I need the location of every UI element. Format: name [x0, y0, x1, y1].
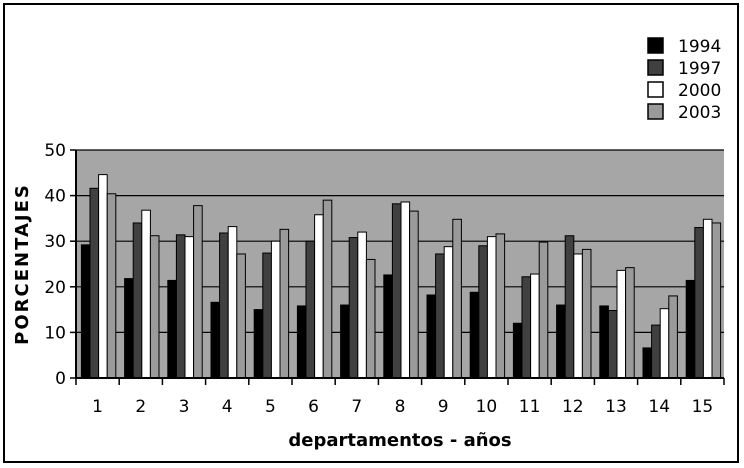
bar-1994-12: [556, 304, 566, 379]
x-tick-label: 8: [395, 397, 406, 417]
bar-2000-2: [141, 209, 151, 379]
x-tick-label: 1: [92, 397, 103, 417]
bar-1997-3: [175, 234, 186, 379]
x-axis-title: departamentos - años: [288, 430, 511, 451]
x-tick-label: 15: [692, 397, 714, 417]
bar-2003-14: [668, 295, 678, 379]
bar-1994-8: [383, 274, 393, 379]
bar-1997-14: [651, 324, 661, 379]
bar-2000-11: [530, 273, 540, 379]
bar-1997-13: [607, 310, 618, 379]
bar-1994-7: [340, 304, 350, 379]
bar-2003-9: [452, 218, 462, 379]
legend-swatch-1997: [647, 59, 664, 76]
x-tick-label: 13: [605, 397, 627, 417]
bar-2003-10: [495, 233, 506, 379]
bar-1994-4: [210, 301, 221, 379]
y-axis-title: PORCENTAJES: [12, 183, 33, 345]
bar-1997-8: [391, 203, 402, 379]
bar-2003-11: [538, 241, 549, 379]
bar-1997-4: [219, 232, 229, 379]
legend-swatch-2000: [647, 81, 664, 98]
bar-2000-14: [659, 308, 670, 379]
bar-1997-12: [564, 235, 575, 379]
bar-1994-3: [167, 279, 177, 379]
legend-label-2000: 2000: [678, 81, 721, 101]
x-tick-label: 11: [519, 397, 541, 417]
legend-swatch-2003: [647, 103, 664, 120]
bar-2003-15: [711, 222, 722, 379]
legend-label-1994: 1994: [678, 37, 721, 57]
x-tick-label: 4: [222, 397, 233, 417]
legend-label-1997: 1997: [678, 59, 721, 79]
bar-2000-6: [314, 214, 324, 379]
bar-2000-1: [98, 174, 108, 379]
y-tick-label: 20: [44, 278, 66, 298]
bar-2003-1: [106, 193, 117, 379]
bar-2000-13: [616, 269, 627, 379]
legend-label-2003: 2003: [678, 103, 721, 123]
bar-1994-2: [124, 278, 134, 379]
x-tick-label: 2: [135, 397, 146, 417]
y-tick-label: 30: [44, 232, 66, 252]
bar-2003-3: [193, 205, 203, 379]
bar-1997-1: [89, 187, 100, 379]
bar-1997-9: [435, 253, 445, 379]
x-tick-label: 9: [438, 397, 449, 417]
bar-1994-15: [685, 279, 696, 379]
bar-1997-11: [521, 276, 532, 379]
legend-swatch-1994: [647, 37, 664, 54]
bar-1994-14: [642, 347, 653, 379]
x-tick-label: 10: [476, 397, 498, 417]
bar-1997-7: [348, 237, 359, 379]
bar-2000-4: [227, 226, 238, 379]
bar-1994-11: [512, 322, 523, 379]
bar-1994-13: [599, 305, 609, 379]
bar-2000-7: [357, 231, 367, 379]
x-tick-label: 12: [562, 397, 584, 417]
bar-2003-13: [625, 267, 635, 379]
bar-1994-6: [296, 305, 307, 379]
y-tick-label: 40: [44, 187, 66, 207]
bar-1997-6: [305, 240, 316, 379]
bar-1994-5: [253, 309, 264, 379]
bar-2003-2: [149, 235, 160, 379]
bar-2003-7: [365, 258, 376, 379]
bar-1997-5: [262, 252, 272, 379]
bar-2003-12: [581, 248, 592, 379]
x-tick-label: 5: [265, 397, 276, 417]
bar-1994-10: [469, 291, 480, 379]
bar-2000-3: [184, 236, 195, 379]
bar-2003-4: [236, 253, 246, 379]
bar-2000-5: [270, 240, 281, 379]
x-tick-label: 14: [648, 397, 670, 417]
x-tick-label: 6: [308, 397, 319, 417]
x-tick-label: 3: [179, 397, 190, 417]
bar-2003-8: [409, 210, 419, 379]
bar-2000-12: [573, 253, 583, 379]
bar-1994-9: [426, 294, 437, 379]
bar-2000-15: [702, 218, 713, 379]
bar-2003-6: [322, 199, 333, 379]
bar-1997-2: [132, 222, 143, 379]
x-tick-label: 7: [351, 397, 362, 417]
bar-2000-9: [443, 246, 454, 379]
bar-2000-8: [400, 201, 411, 379]
bar-1997-15: [694, 227, 704, 379]
bar-2003-5: [279, 228, 290, 379]
bar-1994-1: [80, 244, 91, 379]
y-tick-label: 50: [44, 141, 66, 161]
y-tick-label: 10: [44, 323, 66, 343]
y-tick-label: 0: [55, 369, 66, 389]
bar-2000-10: [486, 236, 497, 379]
bar-1997-10: [478, 245, 488, 379]
